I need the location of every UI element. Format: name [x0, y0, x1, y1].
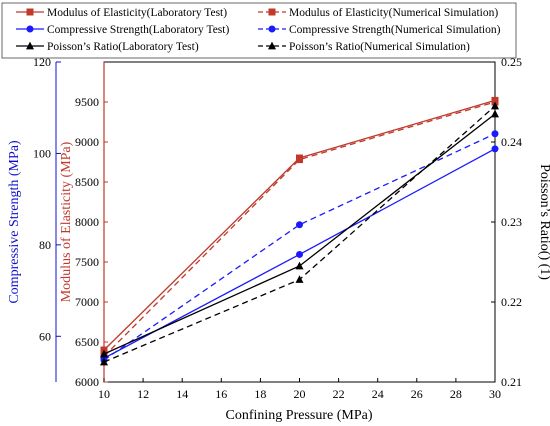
legend-label: Modulus of Elasticity(Laboratory Test) — [47, 7, 227, 19]
poisson-tick-label: 0.22 — [501, 295, 522, 309]
compressive-axis-title: Compressive Strength (MPa) — [7, 140, 22, 304]
series-point — [296, 156, 303, 164]
series-line — [103, 105, 496, 363]
poisson-tick-label: 0.24 — [501, 135, 522, 149]
legend-marker — [268, 8, 276, 16]
modulus-tick-label: 6500 — [75, 335, 99, 349]
series-point — [491, 145, 499, 153]
compressive-tick-label: 100 — [33, 146, 51, 160]
x-tick-label: 24 — [372, 387, 384, 401]
legend-label: Poisson’s Ratio(Laboratory Test) — [47, 41, 199, 53]
modulus-tick-label: 7500 — [75, 255, 99, 269]
series-line — [103, 113, 496, 355]
modulus-tick-label: 8500 — [75, 175, 99, 189]
modulus-axis-title: Modulus of Elasticity (MPa) — [59, 141, 74, 302]
poisson-tick-label: 0.21 — [501, 375, 522, 389]
x-axis-ticks: 10 12 14 16 18 20 22 24 26 28 30 — [98, 378, 501, 401]
legend-label: Poisson’s Ratio(Numerical Simulation) — [289, 41, 470, 53]
series-point — [296, 250, 303, 258]
series-point — [296, 221, 303, 229]
modulus-tick-label: 9000 — [75, 135, 99, 149]
legend-marker — [268, 25, 276, 33]
poisson-axis-title: Poisson’s Ratio() (1) — [537, 164, 550, 280]
series-group — [100, 101, 499, 366]
series-point — [295, 261, 304, 270]
compressive-tick-label: 120 — [33, 55, 51, 69]
modulus-tick-label: 7000 — [75, 295, 99, 309]
x-tick-label: 20 — [294, 387, 306, 401]
x-tick-label: 10 — [98, 387, 110, 401]
x-axis-title: Confining Pressure (MPa) — [226, 408, 373, 423]
legend-marker — [26, 8, 34, 16]
x-tick-label: 14 — [176, 387, 188, 401]
x-tick-label: 28 — [450, 387, 462, 401]
legend-marker — [26, 41, 34, 50]
series-line — [103, 101, 496, 357]
series-group — [100, 109, 499, 358]
series-point — [491, 101, 499, 110]
x-tick-label: 16 — [215, 387, 227, 401]
compressive-tick-label: 80 — [39, 238, 51, 252]
modulus-tick-label: 9500 — [75, 95, 99, 109]
x-tick-label: 12 — [137, 387, 149, 401]
legend-marker — [26, 25, 34, 33]
series-group — [100, 98, 499, 360]
compressive-tick-label: 60 — [39, 329, 51, 343]
legend-label: Compressive Strength(Laboratory Test) — [47, 24, 229, 36]
modulus-tick-label: 8000 — [75, 215, 99, 229]
x-tick-label: 18 — [254, 387, 266, 401]
legend-label: Modulus of Elasticity(Numerical Simulati… — [289, 7, 498, 19]
series-layer — [100, 96, 499, 366]
legend: Modulus of Elasticity(Laboratory Test) Mo… — [1, 2, 517, 59]
modulus-axis-ticks: 6000 6500 7000 7500 8000 8500 9000 9500 — [75, 95, 108, 389]
series-point — [295, 275, 304, 283]
poisson-tick-label: 0.25 — [501, 55, 522, 69]
legend-marker — [268, 41, 276, 50]
series-point — [100, 349, 108, 358]
series-point — [100, 357, 108, 366]
series-line — [103, 133, 496, 361]
legend-label: Compressive Strength(Numerical Simulatio… — [289, 24, 501, 36]
series-point — [491, 109, 499, 118]
series-point — [491, 130, 499, 138]
x-tick-label: 22 — [333, 387, 345, 401]
x-tick-label: 26 — [411, 387, 423, 401]
x-tick-label: 30 — [489, 387, 501, 401]
poisson-tick-label: 0.23 — [501, 215, 522, 229]
poisson-axis-ticks: 0.21 0.22 0.23 0.24 0.25 — [491, 55, 522, 389]
modulus-tick-label: 6000 — [75, 375, 99, 389]
compressive-axis-ticks: 60 80 100 120 — [33, 55, 61, 343]
